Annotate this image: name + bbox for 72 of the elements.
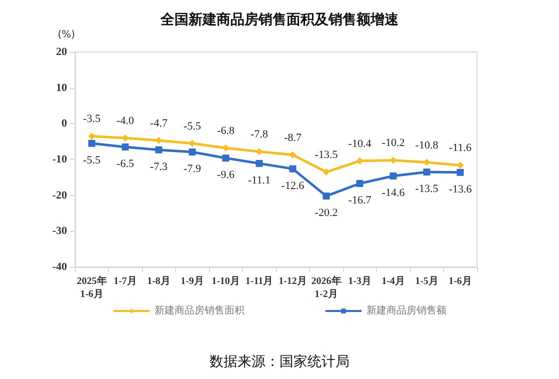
point <box>188 148 196 156</box>
data-label: -11.6 <box>448 142 472 154</box>
data-label: -6.8 <box>217 125 235 138</box>
data-label: -10.4 <box>348 138 372 150</box>
y-tick-label: -30 <box>52 225 68 238</box>
data-label: -7.3 <box>150 160 168 173</box>
y-tick-label: 0 <box>62 118 68 130</box>
point <box>155 137 162 144</box>
data-label: -13.5 <box>314 149 338 162</box>
point <box>423 168 430 176</box>
point <box>88 132 96 140</box>
data-label: -14.6 <box>382 186 406 199</box>
legend-label: 新建商品房销售面积 <box>154 304 244 316</box>
x-tick-label: 1-4月 <box>382 276 405 287</box>
source-note: 数据来源：国家统计局 <box>210 354 350 370</box>
point <box>222 154 230 162</box>
point <box>88 140 96 147</box>
data-label: -9.6 <box>217 169 235 182</box>
data-label: -6.5 <box>116 158 134 170</box>
point <box>188 140 196 147</box>
data-label: -8.7 <box>284 132 302 144</box>
data-label: -5.5 <box>83 154 101 166</box>
x-tick-label: 1-5月 <box>415 276 438 287</box>
x-tick-label: 1-11月 <box>245 276 274 287</box>
data-label: -3.5 <box>83 113 101 126</box>
point <box>155 146 162 154</box>
x-tick-label: 1-7月 <box>114 276 137 287</box>
y-tick-label: -10 <box>52 154 68 166</box>
data-label: -7.8 <box>250 128 268 141</box>
point <box>122 143 129 150</box>
point <box>256 160 263 167</box>
point <box>289 165 296 172</box>
x-tick-label: 1-3月 <box>348 276 372 287</box>
point <box>322 192 330 200</box>
data-label: -10.2 <box>382 137 405 150</box>
data-label: -7.9 <box>184 162 202 175</box>
point <box>456 162 464 169</box>
data-label: -13.5 <box>415 183 439 196</box>
y-tick-label: -40 <box>52 261 68 273</box>
x-tick-label: 1-8月 <box>147 276 170 287</box>
y-tick-label: 10 <box>56 82 68 94</box>
point <box>256 148 263 156</box>
point <box>122 134 129 142</box>
legend-label: 新建商品房销售额 <box>366 304 446 316</box>
data-label: -11.1 <box>248 174 271 186</box>
point <box>356 157 364 164</box>
data-label: -10.8 <box>415 139 439 152</box>
point <box>322 168 330 176</box>
y-tick-label: -20 <box>52 189 68 202</box>
point <box>390 156 397 164</box>
data-label: -16.7 <box>348 194 372 207</box>
y-axis-title: (%) <box>58 30 76 40</box>
data-label: -12.6 <box>281 180 305 192</box>
point <box>289 151 296 158</box>
point <box>222 144 230 152</box>
data-label: -20.2 <box>314 207 338 220</box>
x-tick-label: 2025年 1-6月 <box>76 275 107 300</box>
point <box>456 168 464 176</box>
chart-title: 全国新建商品房销售面积及销售额增速 <box>160 11 400 28</box>
x-tick-label: 1-6月 <box>448 276 472 287</box>
data-label: -4.0 <box>116 115 134 127</box>
point <box>423 158 430 166</box>
data-label: -13.6 <box>448 183 472 196</box>
point <box>390 172 397 180</box>
point <box>356 180 364 188</box>
x-tick-label: 1-9月 <box>180 276 204 287</box>
data-label: -4.7 <box>150 118 168 130</box>
y-tick-label: 20 <box>56 46 68 58</box>
x-tick-label: 1-10月 <box>212 276 240 287</box>
data-label: -5.5 <box>184 120 202 132</box>
x-tick-label: 2026年 1-2月 <box>311 275 342 300</box>
x-tick-label: 1-12月 <box>278 276 307 287</box>
